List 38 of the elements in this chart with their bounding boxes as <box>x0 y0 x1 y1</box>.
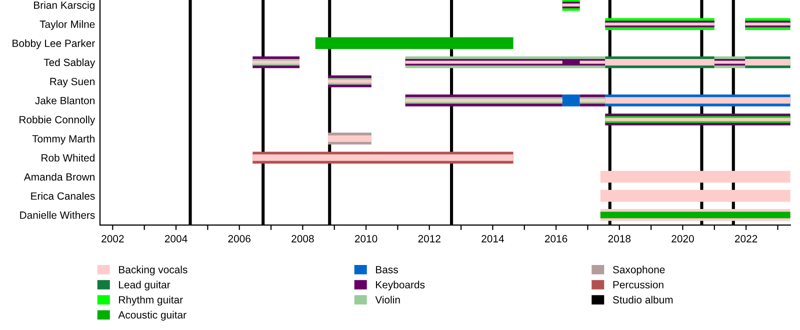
y-tick-label: Rob Whited <box>42 154 94 162</box>
legend-label: Studio album <box>612 296 673 304</box>
x-tick-label: 2020 <box>672 235 694 242</box>
x-tick-label: 2002 <box>102 235 124 242</box>
legend-label: Violin <box>375 296 400 304</box>
y-tick-label: Bobby Lee Parker <box>12 39 95 50</box>
y-tick-label: Ray Suen <box>50 78 94 88</box>
legend-label: Lead guitar <box>119 280 170 290</box>
bar <box>600 190 790 202</box>
y-tick-label: Robbie Connolly <box>20 116 96 126</box>
legend-label: Keyboards <box>376 280 425 290</box>
y-tick-label: Taylor Milne <box>40 20 95 30</box>
y-tick-label: Jake Blanton <box>35 96 94 104</box>
legend-label: Saxophone <box>612 266 665 276</box>
legend-label: Bass <box>376 266 398 274</box>
bar <box>600 170 790 183</box>
legend-label: Percussion <box>613 280 664 288</box>
y-tick-label: Danielle Withers <box>20 211 95 219</box>
y-tick-label: Brian Karscig <box>34 1 94 11</box>
legend-label: Backing vocals <box>119 266 188 276</box>
bar <box>562 94 580 106</box>
x-tick-label: 2022 <box>735 235 758 242</box>
y-tick-label: Erica Canales <box>31 192 95 200</box>
x-tick-label: 2010 <box>354 235 378 242</box>
x-tick-label: 2014 <box>482 235 504 242</box>
x-tick-label: 2018 <box>608 235 631 242</box>
x-tick-label: 2008 <box>292 235 314 242</box>
y-tick-label: Amanda Brown <box>24 172 94 181</box>
legend-label: Rhythm guitar <box>119 296 183 306</box>
x-tick-label: 2012 <box>418 235 440 242</box>
y-tick-label: Ted Sablay <box>44 58 96 68</box>
x-tick-label: 2006 <box>228 235 250 242</box>
y-tick-label: Tommy Marth <box>32 134 94 145</box>
x-tick-label: 2004 <box>164 235 188 242</box>
legend-label: Acoustic guitar <box>118 310 186 321</box>
bar <box>315 37 514 50</box>
x-tick-label: 2016 <box>544 235 568 242</box>
bar <box>600 212 790 218</box>
